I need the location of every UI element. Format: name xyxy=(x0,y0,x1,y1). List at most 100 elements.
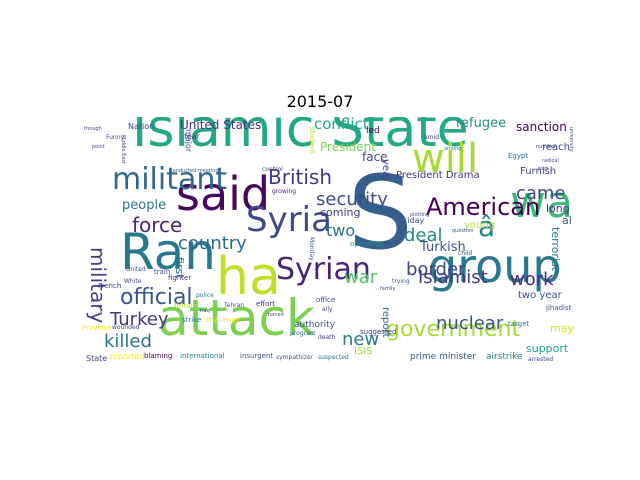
cloud-word: major xyxy=(184,129,193,153)
cloud-word: police xyxy=(196,292,214,299)
cloud-word: among xyxy=(444,146,462,152)
cloud-word: effort xyxy=(256,300,276,308)
cloud-word: suggested xyxy=(360,328,397,336)
cloud-word: report xyxy=(380,307,391,338)
cloud-word: refugee xyxy=(456,117,507,131)
cloud-word: reported xyxy=(110,352,145,361)
chart-title: 2015-07 xyxy=(286,92,354,111)
cloud-word: Tehran xyxy=(224,302,245,309)
cloud-word: program xyxy=(290,330,316,337)
cloud-word: Egypt xyxy=(508,152,529,160)
cloud-word: came xyxy=(516,183,566,204)
cloud-word: student xyxy=(308,127,316,154)
cloud-word: challenge xyxy=(206,316,240,324)
cloud-word: ISIS xyxy=(354,346,373,357)
cloud-word: first xyxy=(173,257,186,279)
cloud-word: long xyxy=(546,202,570,215)
cloud-word: terrorist xyxy=(549,227,562,272)
cloud-word: growing xyxy=(272,188,296,195)
cloud-word: will xyxy=(412,136,479,182)
cloud-word: new xyxy=(342,329,380,350)
cloud-word: al xyxy=(562,214,572,227)
cloud-word: Turkey xyxy=(110,309,169,330)
cloud-word: target xyxy=(508,320,530,328)
cloud-word: university xyxy=(568,127,574,152)
cloud-word: Monday xyxy=(308,237,315,261)
cloud-word: prime minister xyxy=(410,352,477,362)
cloud-word: child xyxy=(458,250,473,257)
cloud-word: two year xyxy=(518,290,562,301)
cloud-word: war xyxy=(344,267,378,288)
cloud-word: ally xyxy=(322,306,333,313)
cloud-word: forced xyxy=(268,312,284,318)
cloud-word: official xyxy=(120,285,193,310)
cloud-word: S xyxy=(348,154,413,273)
cloud-word: control xyxy=(262,166,283,173)
cloud-word: jihadist xyxy=(546,304,572,312)
cloud-word: sanction xyxy=(516,120,567,134)
cloud-word: Islamist xyxy=(418,267,488,288)
cloud-word: trying xyxy=(392,278,410,285)
cloud-word: Ran xyxy=(120,223,216,281)
cloud-word: blaming xyxy=(144,352,173,360)
cloud-word: wounded xyxy=(112,324,140,331)
cloud-word: airstrike xyxy=(486,352,523,362)
cloud-word: support xyxy=(526,342,569,355)
cloud-word: ha xyxy=(216,247,281,307)
cloud-word: security xyxy=(316,189,388,210)
cloud-word: office xyxy=(316,296,336,304)
cloud-word: question xyxy=(452,228,474,234)
cloud-word: insurgent xyxy=(240,352,274,360)
cloud-word: President xyxy=(320,140,376,154)
cloud-word: international xyxy=(180,352,225,360)
cloud-word: conflict xyxy=(314,117,369,133)
cloud-word: face xyxy=(362,150,388,164)
cloud-word: though xyxy=(84,126,102,132)
cloud-word: deal xyxy=(404,225,443,246)
cloud-word: Middle East xyxy=(120,135,126,164)
cloud-word: point xyxy=(92,144,105,150)
cloud-word: State xyxy=(86,354,108,363)
cloud-word: young xyxy=(464,220,496,231)
cloud-word: train xyxy=(154,268,171,276)
cloud-word: Britain xyxy=(174,302,198,310)
cloud-word: White xyxy=(124,278,142,285)
cloud-word: operation xyxy=(350,240,384,248)
cloud-word: â xyxy=(478,210,496,243)
cloud-word: arrested xyxy=(528,356,554,363)
cloud-word: two xyxy=(326,221,356,240)
cloud-word: attack xyxy=(158,289,315,347)
cloud-word: Iraq xyxy=(200,308,210,314)
cloud-word: Islamic State xyxy=(132,117,469,159)
cloud-word: sympathizer xyxy=(276,354,314,361)
cloud-word: wa xyxy=(510,177,573,228)
cloud-word: may xyxy=(550,322,574,335)
cloud-word: strike xyxy=(182,316,202,324)
cloud-word: group xyxy=(428,239,562,293)
cloud-word: people xyxy=(122,198,167,213)
cloud-word: Syria xyxy=(246,200,332,240)
cloud-word: work xyxy=(510,269,554,290)
cloud-word: country xyxy=(178,233,247,254)
cloud-word: military xyxy=(86,247,110,324)
cloud-word: Syrian xyxy=(276,252,371,287)
cloud-word: said xyxy=(176,167,271,221)
cloud-word: number xyxy=(536,144,556,150)
cloud-word: coming xyxy=(320,206,361,219)
cloud-word: government xyxy=(386,317,521,342)
cloud-word: United xyxy=(126,266,146,273)
cloud-word: fighter xyxy=(168,274,192,282)
cloud-word: Furnish xyxy=(520,166,557,177)
cloud-word: militant xyxy=(112,162,228,197)
cloud-word: Friday xyxy=(400,216,425,225)
cloud-word: killed xyxy=(104,331,152,352)
cloud-word: reach xyxy=(542,142,571,153)
cloud-word: year xyxy=(380,159,391,182)
cloud-word: Funny xyxy=(106,134,125,141)
cloud-word: border xyxy=(406,259,466,280)
cloud-word: force xyxy=(132,213,183,237)
cloud-word: death xyxy=(318,334,336,341)
cloud-word: Nation xyxy=(128,122,155,131)
